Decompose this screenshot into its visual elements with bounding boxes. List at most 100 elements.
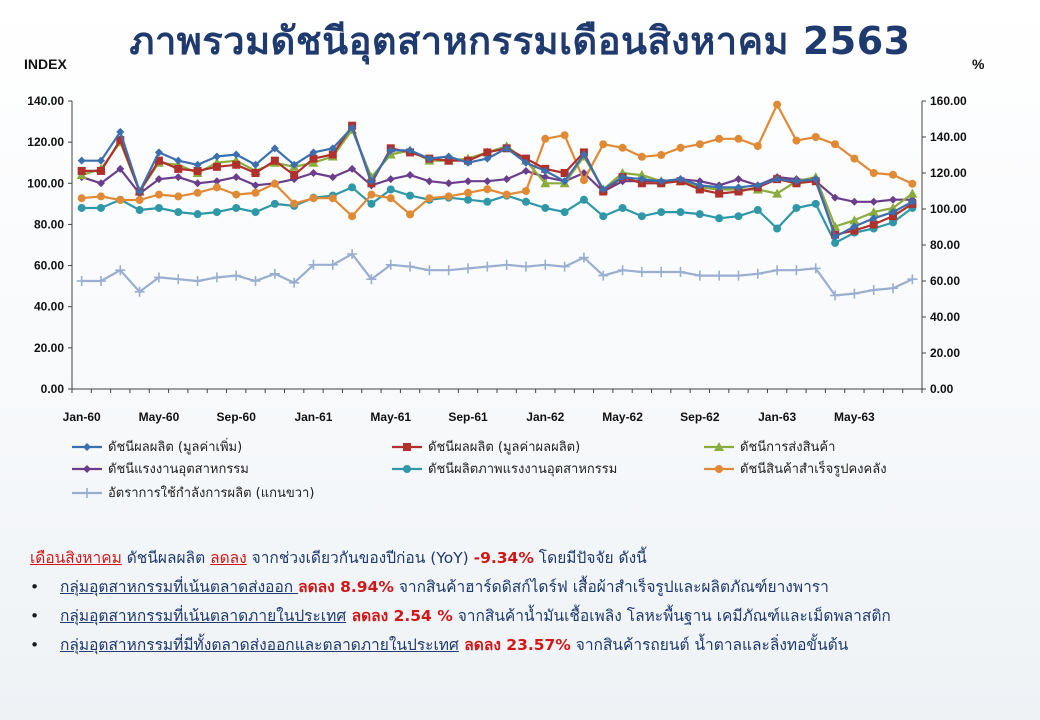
right-tick-label: 40.00	[930, 310, 960, 324]
legend-item: ดัชนีผลผลิต (มูลค่าผลผลิต)	[390, 436, 580, 457]
data-point-1	[154, 156, 163, 165]
data-point-0	[657, 177, 666, 186]
bullet-decrease: ลดลง 2.54 %	[346, 607, 453, 625]
data-point-6	[289, 277, 300, 288]
data-point-0	[328, 144, 337, 153]
data-point-1	[483, 148, 492, 157]
data-point-1	[116, 136, 125, 145]
data-point-5	[367, 190, 376, 199]
data-point-5	[464, 188, 473, 197]
right-tick-label: 120.00	[930, 166, 967, 180]
decrease-label: ลดลง	[210, 549, 247, 567]
data-point-3	[464, 177, 473, 186]
legend-marker	[83, 442, 91, 451]
data-point-0	[348, 123, 357, 132]
data-point-4	[367, 199, 376, 208]
legend-marker	[714, 441, 724, 451]
bullet-group: กลุ่มอุตสาหกรรมที่เน้นตลาดภายในประเทศ	[60, 607, 347, 625]
data-point-3	[425, 177, 434, 186]
data-point-1	[889, 212, 898, 221]
data-point-3	[193, 179, 202, 188]
data-point-0	[270, 144, 279, 153]
x-tick-label: May-63	[834, 410, 875, 424]
data-point-5	[773, 100, 782, 109]
bullet-dot: •	[30, 578, 40, 596]
data-point-3	[483, 177, 492, 186]
legend-item: ดัชนีการส่งสินค้า	[702, 436, 835, 457]
data-point-6	[598, 270, 609, 281]
summary-line-1: เดือนสิงหาคม ดัชนีผลผลิต ลดลง จากช่วงเดี…	[30, 544, 1020, 573]
data-point-6	[733, 270, 744, 281]
summary-text-b: จากช่วงเดียวกันของปีก่อน (YoY)	[246, 549, 474, 567]
data-point-3	[541, 173, 550, 182]
data-point-4	[193, 210, 202, 219]
data-point-3	[251, 181, 260, 190]
data-point-1	[270, 156, 279, 165]
data-point-6	[810, 263, 821, 274]
bullet-export: • กลุ่มอุตสาหกรรมที่เน้นตลาดส่งออก ลดลง 8…	[30, 573, 1020, 602]
right-tick-label: 80.00	[930, 238, 960, 252]
data-point-0	[483, 154, 492, 163]
data-point-5	[444, 192, 453, 201]
data-point-5	[116, 196, 125, 204]
data-point-5	[850, 154, 859, 163]
data-point-3	[521, 166, 530, 175]
data-point-6	[95, 276, 106, 286]
data-point-4	[483, 197, 492, 206]
bullet-dot: •	[30, 636, 40, 654]
x-tick-label: Jan-63	[758, 410, 796, 424]
data-point-6	[269, 268, 280, 279]
data-point-0	[637, 175, 646, 184]
data-point-1	[193, 166, 202, 175]
left-axis-unit: INDEX	[24, 56, 67, 72]
data-point-5	[811, 133, 820, 141]
legend-swatch	[72, 442, 102, 451]
legend-item: ดัชนีสินค้าสำเร็จรูปคงคลัง	[702, 458, 887, 479]
data-point-4	[695, 210, 704, 219]
data-point-0	[386, 146, 395, 155]
data-point-0	[618, 173, 627, 182]
data-point-5	[270, 179, 279, 188]
data-point-2	[540, 178, 551, 188]
data-point-5	[483, 185, 492, 194]
data-point-1	[328, 150, 337, 159]
data-point-4	[715, 214, 724, 223]
data-point-0	[695, 181, 704, 190]
x-tick-label: Sep-61	[448, 410, 488, 424]
data-point-4	[212, 208, 221, 217]
data-point-1	[251, 169, 260, 177]
x-tick-label: Sep-60	[217, 410, 257, 424]
data-point-5	[348, 212, 357, 221]
data-point-1	[444, 156, 453, 165]
data-point-3	[869, 197, 878, 206]
data-point-4	[889, 218, 898, 227]
data-point-0	[869, 214, 878, 223]
data-point-6	[907, 274, 918, 285]
right-tick-label: 60.00	[930, 274, 960, 288]
data-point-0	[193, 160, 202, 169]
data-point-0	[367, 177, 376, 186]
x-tick-label: May-62	[602, 410, 643, 424]
data-point-0	[425, 154, 434, 163]
series-line-6	[81, 252, 913, 297]
data-point-5	[193, 188, 202, 197]
bullet-detail: จากสินค้าน้ำมันเชื้อเพลิง โลหะพื้นฐาน เค…	[452, 607, 891, 625]
data-point-5	[541, 134, 550, 143]
data-point-1	[695, 185, 704, 194]
data-point-4	[464, 195, 473, 204]
data-point-5	[734, 134, 743, 143]
data-point-5	[502, 190, 511, 199]
data-point-0	[908, 197, 917, 206]
data-point-1	[309, 154, 318, 163]
data-point-0	[135, 187, 144, 196]
data-point-6	[694, 270, 705, 281]
legend-label: อัตราการใช้กำลังการผลิต (แกนขวา)	[108, 486, 315, 501]
data-point-6	[153, 272, 164, 283]
data-point-6	[849, 288, 860, 299]
bullet-group: กลุ่มอุตสาหกรรมที่มีทั้งตลาดส่งออกและตลา…	[60, 636, 459, 654]
bullet-decrease: ลดลง 23.57%	[458, 636, 571, 654]
data-point-6	[578, 252, 589, 263]
data-point-3	[154, 175, 163, 184]
data-point-5	[579, 176, 588, 185]
data-point-0	[521, 158, 530, 167]
